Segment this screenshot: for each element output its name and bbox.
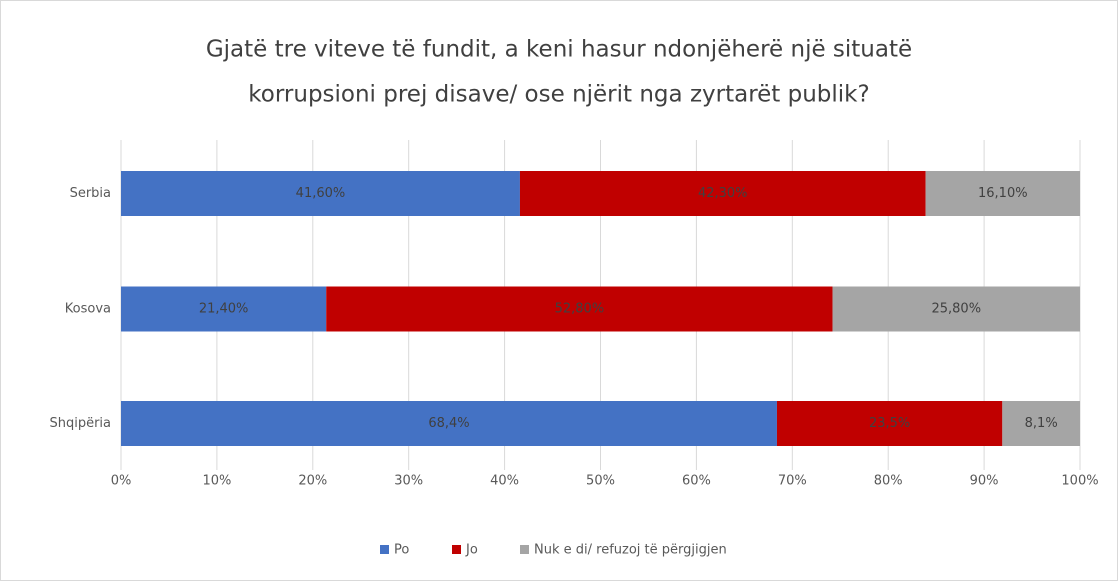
data-label: 52,80% — [555, 302, 605, 317]
data-label: 68,4% — [428, 416, 469, 431]
x-tick-label: 60% — [682, 474, 711, 489]
legend-swatch — [380, 545, 389, 554]
legend-label: Nuk e di/ refuzoj të përgjigjen — [534, 543, 727, 558]
bar-segment — [121, 171, 520, 216]
x-tick-label: 20% — [298, 474, 327, 489]
data-label: 23,5% — [869, 416, 910, 431]
bar-segment — [519, 171, 926, 216]
bar-segment — [832, 286, 1080, 332]
data-label: 8,1% — [1025, 416, 1058, 431]
bar-segment — [326, 286, 833, 332]
bar-segment — [121, 401, 777, 446]
data-label: 25,80% — [931, 302, 981, 317]
data-label: 16,10% — [978, 186, 1028, 201]
data-label: 42,30% — [698, 186, 748, 201]
x-tick-label: 10% — [202, 474, 231, 489]
bar-segment — [1002, 401, 1080, 446]
bar-segment — [776, 401, 1003, 446]
bar-segment — [121, 286, 327, 332]
legend-label: Po — [394, 543, 409, 558]
x-tick-label: 40% — [490, 474, 519, 489]
x-tick-label: 70% — [778, 474, 807, 489]
x-tick-label: 90% — [970, 474, 999, 489]
x-tick-label: 50% — [586, 474, 615, 489]
x-tick-label: 80% — [874, 474, 903, 489]
bar-segment — [925, 171, 1080, 216]
legend-label: Jo — [465, 543, 478, 558]
data-label: 21,40% — [199, 302, 249, 317]
y-tick-label: Serbia — [70, 186, 111, 201]
y-tick-label: Kosova — [65, 302, 111, 317]
chart-title: Gjatë tre viteve të fundit, a keni hasur… — [206, 37, 912, 63]
chart-title: korrupsioni prej disave/ ose njërit nga … — [248, 82, 869, 108]
x-tick-label: 30% — [394, 474, 423, 489]
y-tick-label: Shqipëria — [49, 416, 111, 431]
x-tick-label: 0% — [111, 474, 132, 489]
data-label: 41,60% — [296, 186, 346, 201]
x-tick-label: 100% — [1061, 474, 1098, 489]
legend-swatch — [452, 545, 461, 554]
legend-swatch — [520, 545, 529, 554]
